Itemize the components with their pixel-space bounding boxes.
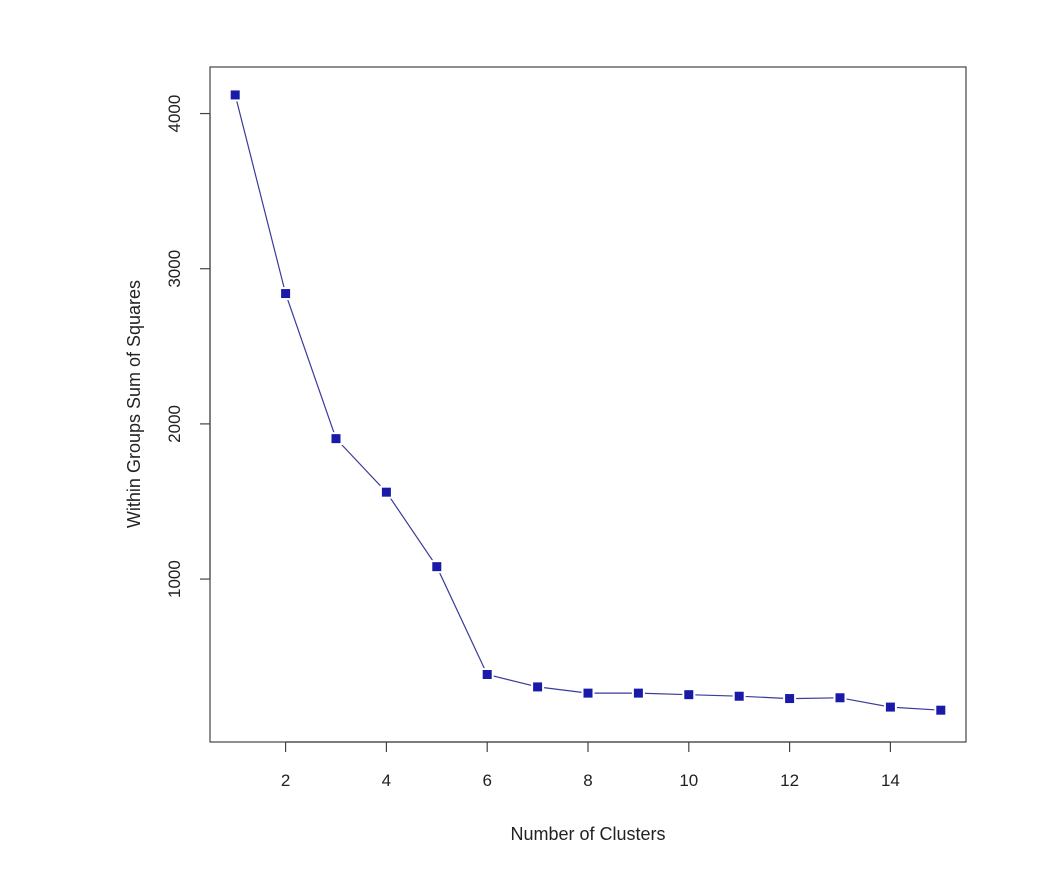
data-point [684, 690, 694, 700]
data-point [734, 691, 744, 701]
data-point [835, 693, 845, 703]
data-point [533, 682, 543, 692]
data-point [432, 562, 442, 572]
x-axis: 2 4 6 8 10 12 14 [281, 741, 900, 790]
y-axis-title: Within Groups Sum of Squares [124, 280, 144, 528]
data-point [331, 434, 341, 444]
x-tick-label: 2 [281, 771, 290, 790]
y-tick-label: 4000 [165, 95, 184, 133]
data-point [482, 670, 492, 679]
data-point [583, 688, 593, 698]
y-tick-label: 1000 [165, 560, 184, 598]
x-tick-label: 14 [881, 771, 900, 790]
data-point [885, 702, 895, 712]
data-point [230, 90, 240, 100]
x-tick-label: 6 [482, 771, 491, 790]
y-axis: 1000 2000 3000 4000 [165, 95, 211, 598]
x-tick-label: 8 [583, 771, 592, 790]
y-tick-label: 3000 [165, 250, 184, 288]
data-point [936, 705, 946, 715]
data-points [228, 88, 948, 717]
data-point [633, 688, 643, 698]
plot-frame [209, 66, 967, 743]
x-tick-label: 10 [679, 771, 698, 790]
y-tick-label: 2000 [165, 405, 184, 443]
x-tick-label: 12 [780, 771, 799, 790]
x-axis-title: Number of Clusters [510, 824, 665, 844]
data-point [381, 487, 391, 497]
x-tick-label: 4 [382, 771, 391, 790]
data-point [785, 694, 795, 704]
data-point [281, 289, 291, 299]
series-line [234, 94, 941, 711]
